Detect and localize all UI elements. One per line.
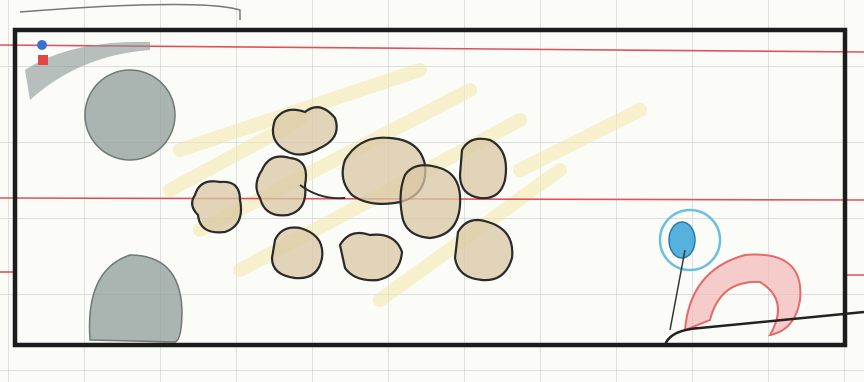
cluster — [458, 137, 508, 200]
connector — [299, 184, 346, 200]
cluster — [338, 231, 404, 282]
cluster — [270, 226, 324, 280]
cluster — [271, 106, 338, 156]
bottom-stroke — [663, 310, 864, 346]
top-scribble — [19, 3, 241, 20]
gray-circle-top — [84, 69, 176, 161]
cluster — [399, 164, 462, 240]
cluster — [255, 155, 308, 217]
cluster — [191, 180, 243, 234]
blue-circle — [658, 208, 722, 331]
frame — [12, 27, 848, 348]
corner-shading — [25, 41, 150, 100]
gray-circle-bottom — [88, 254, 183, 343]
cluster — [453, 218, 514, 282]
corner-marks — [37, 40, 48, 65]
clusters — [191, 106, 514, 282]
